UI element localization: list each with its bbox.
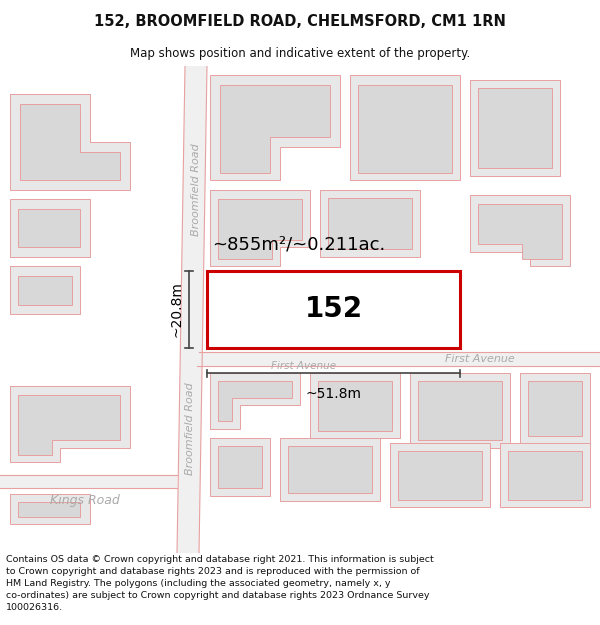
Polygon shape <box>18 396 120 454</box>
Polygon shape <box>328 198 412 249</box>
Text: Kings Road: Kings Road <box>50 494 120 507</box>
Polygon shape <box>410 373 510 448</box>
Polygon shape <box>280 438 380 501</box>
Polygon shape <box>470 80 560 176</box>
Text: Contains OS data © Crown copyright and database right 2021. This information is : Contains OS data © Crown copyright and d… <box>6 554 434 612</box>
Polygon shape <box>350 75 460 181</box>
Polygon shape <box>398 451 482 499</box>
Polygon shape <box>210 75 340 181</box>
Polygon shape <box>320 190 420 257</box>
Text: ~855m²/~0.211ac.: ~855m²/~0.211ac. <box>212 236 385 254</box>
Polygon shape <box>288 446 372 493</box>
Text: 152: 152 <box>304 296 362 323</box>
Polygon shape <box>500 443 590 508</box>
Polygon shape <box>210 190 310 266</box>
Polygon shape <box>520 373 590 443</box>
Text: ~20.8m: ~20.8m <box>169 281 183 338</box>
Polygon shape <box>220 85 330 172</box>
Polygon shape <box>210 438 270 496</box>
Bar <box>207 271 460 348</box>
Text: First Avenue: First Avenue <box>271 361 336 371</box>
Polygon shape <box>10 199 90 257</box>
Polygon shape <box>218 381 292 421</box>
Polygon shape <box>358 85 452 172</box>
Polygon shape <box>318 381 392 431</box>
Text: First Avenue: First Avenue <box>445 354 515 364</box>
Text: Map shows position and indicative extent of the property.: Map shows position and indicative extent… <box>130 48 470 60</box>
Polygon shape <box>470 194 570 266</box>
Polygon shape <box>177 66 207 553</box>
Polygon shape <box>10 386 130 462</box>
Polygon shape <box>478 204 562 259</box>
Polygon shape <box>215 278 285 339</box>
Polygon shape <box>10 494 90 524</box>
Text: Broomfield Road: Broomfield Road <box>191 144 201 236</box>
Text: 152, BROOMFIELD ROAD, CHELMSFORD, CM1 1RN: 152, BROOMFIELD ROAD, CHELMSFORD, CM1 1R… <box>94 14 506 29</box>
Polygon shape <box>508 451 582 499</box>
Polygon shape <box>218 199 302 259</box>
Polygon shape <box>10 266 80 314</box>
Polygon shape <box>20 104 120 181</box>
Polygon shape <box>528 381 582 436</box>
Polygon shape <box>478 88 552 168</box>
Polygon shape <box>310 373 400 438</box>
Polygon shape <box>218 446 262 488</box>
Polygon shape <box>18 276 72 304</box>
Text: Broomfield Road: Broomfield Road <box>185 382 195 475</box>
Text: ~51.8m: ~51.8m <box>305 387 361 401</box>
Polygon shape <box>418 381 502 441</box>
Polygon shape <box>18 501 80 517</box>
Polygon shape <box>18 209 80 248</box>
Bar <box>0 475 177 488</box>
Polygon shape <box>390 443 490 508</box>
Polygon shape <box>10 94 130 190</box>
Polygon shape <box>210 373 300 429</box>
Bar <box>199 352 600 366</box>
